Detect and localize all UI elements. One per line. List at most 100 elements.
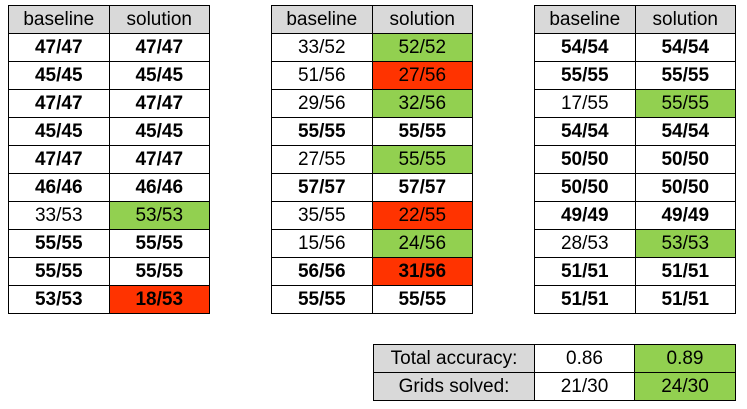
baseline-cell: 45/45 <box>8 117 110 146</box>
solution-cell: 31/56 <box>371 257 473 286</box>
table-row: 46/46 46/46 <box>8 173 210 202</box>
table-row: 50/50 50/50 <box>534 173 736 202</box>
baseline-cell: 28/53 <box>534 229 636 258</box>
table-row: 28/53 53/53 <box>534 229 736 258</box>
solution-cell: 55/55 <box>108 229 210 258</box>
solution-cell: 32/56 <box>371 89 473 118</box>
baseline-cell: 50/50 <box>534 173 636 202</box>
baseline-header: baseline <box>8 5 110 34</box>
solution-cell: 51/51 <box>634 285 736 314</box>
solution-cell: 53/53 <box>108 201 210 230</box>
baseline-cell: 54/54 <box>534 117 636 146</box>
baseline-cell: 55/55 <box>271 285 373 314</box>
baseline-cell: 46/46 <box>8 173 110 202</box>
solution-cell: 55/55 <box>371 145 473 174</box>
baseline-cell: 33/53 <box>8 201 110 230</box>
table-row: 50/50 50/50 <box>534 145 736 174</box>
accuracy-label: Total accuracy: <box>373 344 535 373</box>
solution-cell: 55/55 <box>634 61 736 90</box>
baseline-cell: 47/47 <box>8 33 110 62</box>
table-row: 45/45 45/45 <box>8 117 210 146</box>
table-row: 29/56 32/56 <box>271 89 473 118</box>
baseline-cell: 35/55 <box>271 201 373 230</box>
accuracy-solution: 0.89 <box>634 344 736 373</box>
solved-solution: 24/30 <box>634 372 736 401</box>
solution-cell: 47/47 <box>108 145 210 174</box>
baseline-cell: 47/47 <box>8 89 110 118</box>
table-row: 15/56 24/56 <box>271 229 473 258</box>
summary-table: Total accuracy: 0.86 0.89 Grids solved: … <box>373 344 736 401</box>
baseline-cell: 56/56 <box>271 257 373 286</box>
baseline-cell: 27/55 <box>271 145 373 174</box>
solution-cell: 46/46 <box>108 173 210 202</box>
solution-header: solution <box>108 5 210 34</box>
table-row: 54/54 54/54 <box>534 33 736 62</box>
solved-baseline: 21/30 <box>534 372 635 401</box>
solution-cell: 55/55 <box>371 117 473 146</box>
table-row: 51/51 51/51 <box>534 285 736 314</box>
table-row: 55/55 55/55 <box>8 229 210 258</box>
solution-cell: 54/54 <box>634 117 736 146</box>
solution-cell: 27/56 <box>371 61 473 90</box>
table-row: 47/47 47/47 <box>8 33 210 62</box>
baseline-cell: 54/54 <box>534 33 636 62</box>
solution-cell: 53/53 <box>634 229 736 258</box>
table-row: 45/45 45/45 <box>8 61 210 90</box>
table-row: 55/55 55/55 <box>271 117 473 146</box>
baseline-cell: 51/51 <box>534 257 636 286</box>
baseline-cell: 47/47 <box>8 145 110 174</box>
baseline-cell: 55/55 <box>8 229 110 258</box>
solution-cell: 47/47 <box>108 89 210 118</box>
baseline-cell: 29/56 <box>271 89 373 118</box>
table-row: 53/53 18/53 <box>8 285 210 314</box>
table-row: 55/55 55/55 <box>271 285 473 314</box>
table-row: 33/52 52/52 <box>271 33 473 62</box>
baseline-cell: 49/49 <box>534 201 636 230</box>
baseline-cell: 55/55 <box>534 61 636 90</box>
table-row: 51/51 51/51 <box>534 257 736 286</box>
baseline-cell: 55/55 <box>271 117 373 146</box>
baseline-cell: 55/55 <box>8 257 110 286</box>
table-row: 17/55 55/55 <box>534 89 736 118</box>
solution-cell: 45/45 <box>108 117 210 146</box>
table-row: 51/56 27/56 <box>271 61 473 90</box>
solution-cell: 51/51 <box>634 257 736 286</box>
baseline-cell: 51/51 <box>534 285 636 314</box>
baseline-cell: 15/56 <box>271 229 373 258</box>
solution-cell: 18/53 <box>108 285 210 314</box>
table-row: 54/54 54/54 <box>534 117 736 146</box>
results-table-3: baseline solution 54/54 54/54 55/55 55/55 17… <box>534 5 736 314</box>
baseline-cell: 53/53 <box>8 285 110 314</box>
results-table-1: baseline solution 47/47 47/47 45/45 45/45 47… <box>8 5 210 314</box>
baseline-cell: 33/52 <box>271 33 373 62</box>
solution-cell: 45/45 <box>108 61 210 90</box>
baseline-cell: 17/55 <box>534 89 636 118</box>
solved-label: Grids solved: <box>373 372 535 401</box>
baseline-cell: 50/50 <box>534 145 636 174</box>
solution-header: solution <box>634 5 736 34</box>
baseline-cell: 51/56 <box>271 61 373 90</box>
solution-header: solution <box>371 5 473 34</box>
solution-cell: 50/50 <box>634 173 736 202</box>
solution-cell: 55/55 <box>634 89 736 118</box>
baseline-header: baseline <box>534 5 636 34</box>
table-row: 47/47 47/47 <box>8 145 210 174</box>
table-row: 56/56 31/56 <box>271 257 473 286</box>
table-row: 55/55 55/55 <box>534 61 736 90</box>
table-row: 55/55 55/55 <box>8 257 210 286</box>
solution-cell: 54/54 <box>634 33 736 62</box>
accuracy-row: Total accuracy: 0.86 0.89 <box>373 344 736 373</box>
table-row: 27/55 55/55 <box>271 145 473 174</box>
solution-cell: 50/50 <box>634 145 736 174</box>
baseline-cell: 57/57 <box>271 173 373 202</box>
solution-cell: 47/47 <box>108 33 210 62</box>
solution-cell: 52/52 <box>371 33 473 62</box>
solution-cell: 22/55 <box>371 201 473 230</box>
solved-row: Grids solved: 21/30 24/30 <box>373 372 736 401</box>
solution-cell: 55/55 <box>371 285 473 314</box>
solution-cell: 55/55 <box>108 257 210 286</box>
table-row: 33/53 53/53 <box>8 201 210 230</box>
solution-cell: 24/56 <box>371 229 473 258</box>
table-row: 47/47 47/47 <box>8 89 210 118</box>
solution-cell: 57/57 <box>371 173 473 202</box>
